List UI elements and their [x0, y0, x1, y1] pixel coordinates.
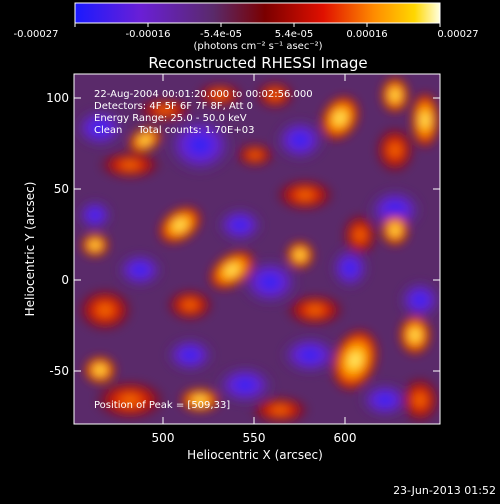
- y-tick-label: 0: [61, 273, 69, 287]
- y-tick-label: 100: [46, 91, 69, 105]
- y-tick-label: 50: [54, 182, 69, 196]
- info-detectors: Detectors: 4F 5F 6F 7F 8F, Att 0: [94, 101, 253, 112]
- x-axis-label: Heliocentric X (arcsec): [187, 448, 323, 462]
- x-tick-label: 500: [152, 431, 175, 445]
- info-time-range: 22-Aug-2004 00:01:20.000 to 00:02:56.000: [94, 89, 313, 100]
- colorbar-tick-label: 5.4e-05: [275, 29, 313, 40]
- y-axis-ticks: [74, 97, 440, 372]
- y-axis-label: Heliocentric Y (arcsec): [23, 182, 37, 317]
- x-tick-label: 550: [243, 431, 266, 445]
- colorbar: -0.00027 -0.00016 -5.4e-05 5.4e-05 0.000…: [14, 2, 479, 52]
- colorbar-tick-label: -0.00016: [126, 29, 171, 40]
- colorbar-tick-marks: [74, 23, 441, 27]
- colorbar-tick-label: 0.00016: [346, 29, 387, 40]
- plot-frame: [73, 73, 441, 425]
- info-energy-range: Energy Range: 25.0 - 50.0 keV: [94, 113, 247, 124]
- colorbar-units-label: (photons cm⁻² s⁻¹ asec⁻²): [193, 41, 322, 52]
- colorbar-tick-label: 0.00027: [437, 29, 478, 40]
- y-tick-label: -50: [49, 364, 69, 378]
- colorbar-tick-label: -0.00027: [14, 29, 59, 40]
- footer-date: 23-Jun-2013 01:52: [393, 484, 496, 497]
- x-tick-label: 600: [334, 431, 357, 445]
- plot-title: Reconstructed RHESSI Image: [148, 54, 367, 72]
- peak-position: Position of Peak = [509,33]: [94, 400, 230, 411]
- colorbar-gradient: [74, 2, 441, 24]
- info-clean-counts: Clean Total counts: 1.70E+03: [94, 125, 254, 136]
- colorbar-tick-label: -5.4e-05: [200, 29, 242, 40]
- rhessi-image: [74, 74, 440, 424]
- x-axis-ticks: [162, 74, 346, 424]
